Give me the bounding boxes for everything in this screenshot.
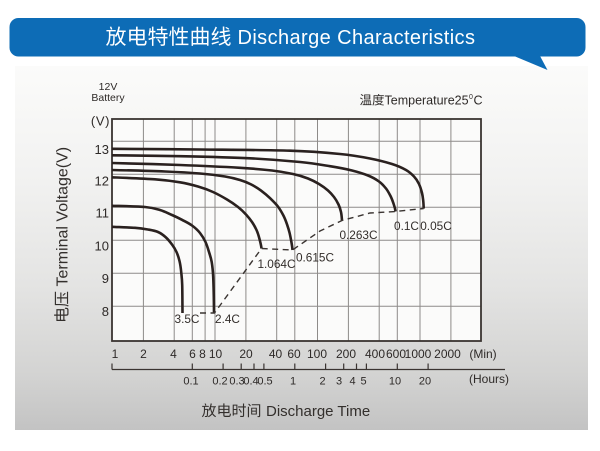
- svg-text:0.1C: 0.1C: [394, 219, 419, 233]
- svg-text:2000: 2000: [434, 347, 461, 361]
- svg-text:3: 3: [336, 376, 342, 388]
- svg-text:4: 4: [170, 347, 177, 361]
- svg-text:(V): (V): [91, 114, 110, 129]
- svg-text:200: 200: [336, 347, 356, 361]
- svg-text:3.5C: 3.5C: [175, 312, 200, 326]
- svg-text:Discharge Time: Discharge Time: [266, 403, 370, 420]
- svg-text:9: 9: [102, 271, 109, 286]
- svg-text:2: 2: [140, 347, 147, 361]
- svg-text:1: 1: [112, 347, 119, 361]
- svg-text:13: 13: [95, 142, 109, 157]
- svg-text:600: 600: [386, 347, 406, 361]
- svg-text:0.3: 0.3: [229, 376, 244, 388]
- svg-text:(Hours): (Hours): [469, 372, 509, 386]
- svg-text:Temperature25: Temperature25: [385, 94, 469, 108]
- svg-text:10: 10: [95, 239, 109, 254]
- svg-text:0.5: 0.5: [257, 376, 272, 388]
- svg-text:40: 40: [269, 347, 283, 361]
- svg-text:60: 60: [287, 347, 301, 361]
- svg-text:11: 11: [96, 206, 110, 221]
- svg-text:0: 0: [469, 94, 473, 101]
- svg-text:0.1: 0.1: [183, 376, 198, 388]
- svg-text:0.05C: 0.05C: [420, 219, 452, 233]
- svg-text:100: 100: [307, 347, 327, 361]
- svg-text:12: 12: [95, 174, 109, 189]
- svg-text:C: C: [474, 94, 483, 108]
- svg-text:(Min): (Min): [469, 347, 496, 361]
- svg-text:2: 2: [319, 376, 325, 388]
- svg-text:Discharge Characteristics: Discharge Characteristics: [238, 27, 476, 49]
- svg-text:0.615C: 0.615C: [296, 251, 335, 265]
- svg-text:10: 10: [209, 347, 223, 361]
- svg-text:Terminal Voltage(V): Terminal Voltage(V): [55, 147, 72, 287]
- svg-text:Battery: Battery: [91, 92, 125, 104]
- svg-text:6: 6: [189, 347, 196, 361]
- svg-text:8: 8: [102, 304, 109, 319]
- svg-text:1.064C: 1.064C: [257, 257, 296, 271]
- svg-text:12V: 12V: [99, 81, 118, 93]
- svg-text:5: 5: [360, 376, 366, 388]
- svg-text:400: 400: [365, 347, 385, 361]
- svg-text:1000: 1000: [405, 347, 432, 361]
- svg-text:10: 10: [389, 376, 401, 388]
- svg-text:2.4C: 2.4C: [215, 312, 240, 326]
- svg-text:8: 8: [199, 347, 206, 361]
- svg-text:4: 4: [349, 376, 355, 388]
- svg-text:0.263C: 0.263C: [339, 228, 378, 242]
- svg-text:20: 20: [239, 347, 253, 361]
- svg-text:0.4: 0.4: [243, 376, 258, 388]
- svg-text:1: 1: [290, 376, 296, 388]
- svg-text:0.2: 0.2: [212, 376, 227, 388]
- svg-text:20: 20: [419, 376, 431, 388]
